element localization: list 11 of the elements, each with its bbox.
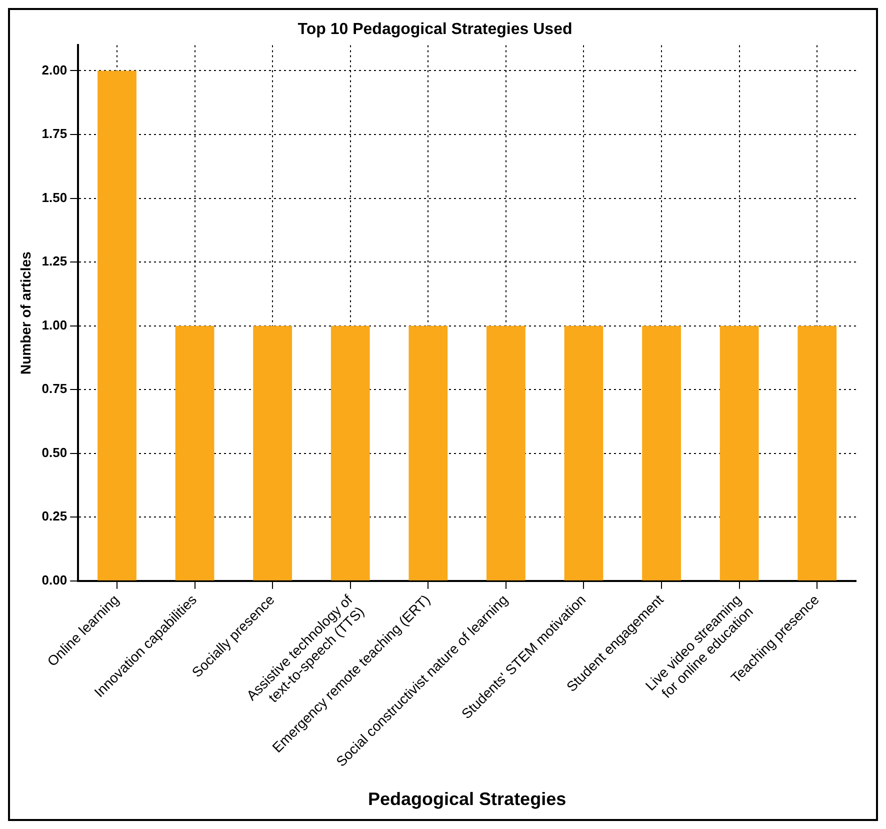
y-tick-label: 1.25: [42, 254, 68, 269]
y-tick-label: 0.25: [42, 508, 68, 524]
y-tick-label: 0.50: [42, 444, 68, 460]
y-tick-label: 0.00: [42, 572, 68, 588]
y-tick-label: 1.50: [42, 190, 68, 205]
y-tick-label: 1.00: [42, 317, 68, 332]
y-tick-label: 1.75: [42, 126, 68, 142]
chart-title: Top 10 Pedagogical Strategies Used: [298, 21, 572, 38]
y-tick-label: 2.00: [42, 62, 68, 78]
y-axis-title: Number of articles: [17, 251, 34, 375]
y-tick-label: 0.75: [42, 381, 68, 396]
